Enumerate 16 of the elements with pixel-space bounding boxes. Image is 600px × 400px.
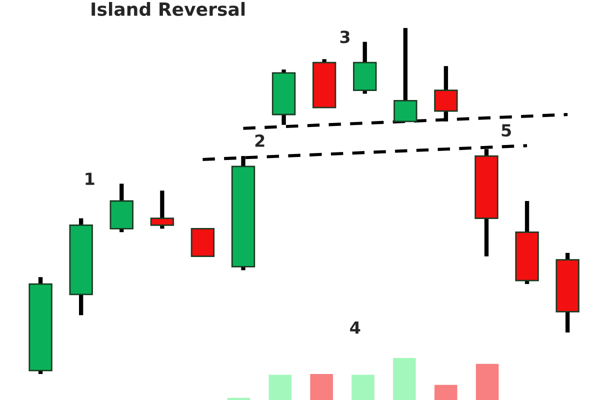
candlestick — [190, 228, 215, 258]
annotation: 1 — [86, 172, 94, 185]
bar — [393, 358, 416, 400]
annotation: 2 — [255, 134, 264, 147]
chart-title: Island Reversal — [92, 2, 245, 16]
annotation: 5 — [502, 124, 511, 137]
candlestick — [312, 59, 336, 108]
bar — [310, 374, 333, 400]
bar — [268, 374, 292, 400]
bar — [434, 384, 458, 400]
candlestick — [28, 277, 52, 374]
bar — [476, 364, 499, 400]
bar — [352, 374, 374, 400]
candlestick — [272, 70, 296, 125]
annotation: 4 — [350, 321, 360, 334]
annotation: 3 — [340, 30, 350, 44]
